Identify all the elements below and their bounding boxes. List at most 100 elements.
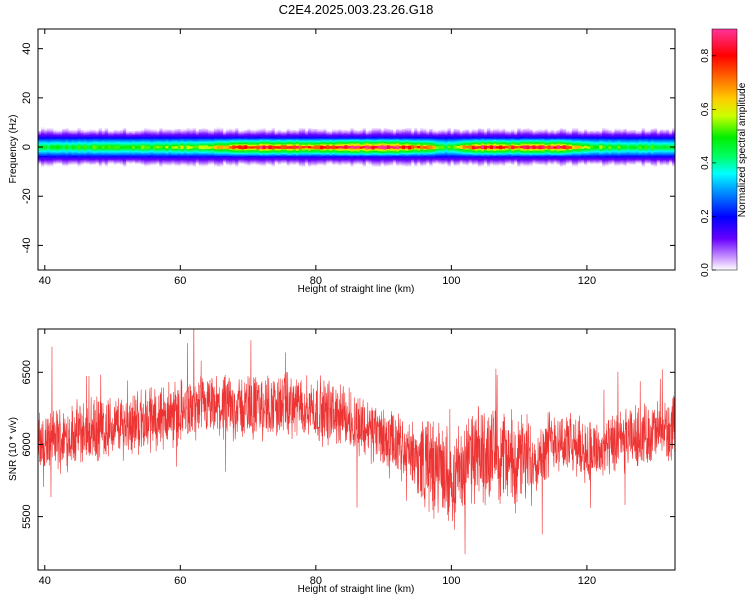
heatmap-cell bbox=[447, 141, 451, 144]
heatmap-cell bbox=[414, 155, 418, 157]
heatmap-cell bbox=[311, 162, 315, 164]
heatmap-cell bbox=[532, 157, 536, 159]
heatmap-cell bbox=[259, 157, 263, 159]
heatmap-cell bbox=[132, 134, 136, 137]
heatmap-cell bbox=[132, 137, 136, 139]
heatmap-cell bbox=[262, 140, 266, 142]
heatmap-cell bbox=[444, 144, 448, 147]
heatmap-cell bbox=[317, 156, 321, 158]
heatmap-cell bbox=[83, 162, 87, 164]
heatmap-cell bbox=[402, 152, 406, 155]
heatmap-cell bbox=[502, 149, 506, 152]
heatmap-cell bbox=[532, 137, 536, 140]
heatmap-cell bbox=[550, 155, 555, 158]
heatmap-cell bbox=[138, 142, 142, 145]
heatmap-cell bbox=[183, 133, 188, 135]
heatmap-cell bbox=[250, 157, 254, 159]
heatmap-cell bbox=[483, 133, 488, 135]
heatmap-cell bbox=[365, 144, 370, 147]
heatmap-cell bbox=[556, 147, 561, 149]
heatmap-cell bbox=[371, 146, 376, 149]
heatmap-cell bbox=[135, 141, 139, 144]
heatmap-cell bbox=[101, 162, 106, 165]
heatmap-cell bbox=[250, 139, 254, 142]
heatmap-cell bbox=[447, 160, 451, 162]
heatmap-cell bbox=[268, 131, 272, 134]
heatmap-cell bbox=[132, 150, 136, 153]
heatmap-cell bbox=[295, 160, 300, 163]
heatmap-cell bbox=[95, 155, 100, 157]
heatmap-cell bbox=[283, 159, 288, 162]
heatmap-cell bbox=[286, 154, 291, 157]
heatmap-cell bbox=[444, 148, 448, 150]
heatmap-cell bbox=[159, 157, 163, 160]
heatmap-cell bbox=[538, 153, 542, 156]
heatmap-cell bbox=[110, 160, 115, 163]
heatmap-cell bbox=[274, 139, 279, 142]
heatmap-cell bbox=[392, 155, 397, 158]
heatmap-cell bbox=[259, 154, 263, 157]
heatmap-cell bbox=[210, 138, 215, 140]
heatmap-cell bbox=[235, 140, 239, 143]
heatmap-cell bbox=[471, 146, 476, 149]
heatmap-cell bbox=[480, 147, 485, 150]
heatmap-cell bbox=[347, 155, 351, 158]
heatmap-cell bbox=[383, 130, 388, 133]
heatmap-cell bbox=[389, 153, 394, 155]
heatmap-cell bbox=[368, 153, 373, 155]
heatmap-cell bbox=[41, 135, 45, 138]
heatmap-cell bbox=[365, 157, 370, 159]
heatmap-cell bbox=[195, 140, 200, 143]
heatmap-cell bbox=[511, 136, 515, 139]
heatmap-cell bbox=[92, 147, 97, 150]
heatmap-cell bbox=[56, 161, 60, 163]
heatmap-cell bbox=[53, 140, 57, 143]
heatmap-cell bbox=[207, 140, 212, 142]
heatmap-cell bbox=[241, 160, 245, 162]
heatmap-cell bbox=[335, 160, 339, 163]
heatmap-cell bbox=[162, 137, 166, 140]
heatmap-cell bbox=[213, 132, 218, 135]
heatmap-cell bbox=[514, 154, 518, 156]
heatmap-cell bbox=[162, 161, 166, 163]
heatmap-cell bbox=[344, 142, 348, 145]
heatmap-cell bbox=[213, 164, 218, 167]
heatmap-cell bbox=[508, 156, 512, 158]
heatmap-cell bbox=[86, 133, 90, 135]
heatmap-cell bbox=[65, 157, 69, 160]
heatmap-cell bbox=[213, 159, 218, 162]
heatmap-cell bbox=[477, 160, 482, 163]
heatmap-cell bbox=[432, 140, 436, 143]
heatmap-cell bbox=[132, 140, 136, 143]
heatmap-cell bbox=[480, 136, 485, 138]
heatmap-cell bbox=[383, 142, 388, 145]
heatmap-cell bbox=[147, 144, 151, 147]
heatmap-cell bbox=[304, 141, 309, 144]
heatmap-cell bbox=[256, 151, 260, 154]
heatmap-cell bbox=[107, 140, 112, 142]
heatmap-cell bbox=[486, 161, 491, 164]
heatmap-cell bbox=[98, 129, 103, 131]
heatmap-cell bbox=[262, 148, 266, 151]
heatmap-cell bbox=[256, 136, 260, 139]
heatmap-cell bbox=[359, 141, 363, 143]
heatmap-cell bbox=[298, 131, 303, 134]
heatmap-cell bbox=[508, 159, 512, 162]
heatmap-cell bbox=[477, 156, 482, 159]
heatmap-cell bbox=[547, 139, 552, 141]
heatmap-cell bbox=[414, 130, 418, 133]
heatmap-cell bbox=[368, 159, 373, 162]
heatmap-cell bbox=[453, 156, 457, 158]
heatmap-cell bbox=[280, 134, 285, 136]
heatmap-cell bbox=[292, 130, 297, 132]
heatmap-cell bbox=[119, 144, 124, 147]
heatmap-cell bbox=[104, 128, 109, 130]
heatmap-cell bbox=[104, 132, 109, 135]
heatmap-cell bbox=[541, 141, 545, 143]
heatmap-cell bbox=[289, 131, 294, 133]
heatmap-cell bbox=[244, 143, 248, 146]
heatmap-cell bbox=[44, 161, 48, 164]
heatmap-cell bbox=[280, 148, 285, 151]
heatmap-cell bbox=[153, 153, 157, 156]
heatmap-cell bbox=[156, 130, 160, 133]
